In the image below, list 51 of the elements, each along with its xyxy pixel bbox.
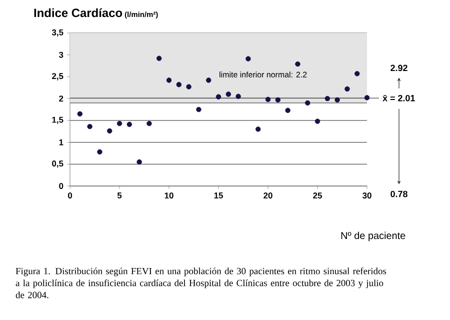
point — [196, 106, 202, 112]
y-tick-label: 1,5 — [52, 116, 64, 124]
y-tick-label: 1 — [59, 139, 64, 146]
point — [364, 95, 370, 100]
point — [126, 122, 132, 127]
point — [295, 61, 300, 67]
point — [236, 94, 241, 99]
point — [265, 96, 271, 102]
y-tick-label: 2 — [59, 96, 64, 102]
y-tick-label: 2,5 — [52, 73, 64, 80]
point — [206, 78, 212, 83]
point — [146, 120, 152, 126]
x-tick-label: 15 — [214, 192, 223, 198]
point — [87, 124, 92, 130]
point — [77, 111, 83, 116]
point — [354, 71, 360, 76]
x-tick-label: 25 — [313, 192, 322, 199]
point — [305, 100, 310, 106]
point — [176, 82, 182, 88]
point — [166, 78, 172, 83]
point — [256, 126, 261, 132]
point — [324, 96, 330, 102]
text: Figura 1. Distribución según FEVI en una población de 30 pacientes en ritmo sinusal referidos a la policlínica de insuficiencia cardíaca del Hospital de Clínicas entre octubre de 2003 y julio de 2004. — [16, 268, 386, 298]
point — [246, 56, 251, 62]
x-tick-label: 30 — [362, 192, 372, 199]
y-tick-label: 0 — [59, 183, 64, 189]
x-tick-label: 5 — [117, 192, 122, 198]
point — [136, 159, 142, 165]
point — [275, 97, 281, 102]
ref-line-label: x̄ = 2.01 — [382, 94, 415, 102]
y-tick-label: 3,5 — [52, 29, 64, 37]
point — [226, 92, 232, 97]
point — [216, 94, 222, 100]
x-tick-label: 0 — [68, 192, 72, 199]
point — [156, 56, 162, 61]
point — [107, 128, 112, 134]
point — [344, 86, 350, 92]
point — [186, 84, 192, 90]
point — [314, 118, 320, 124]
point — [285, 108, 290, 113]
point — [116, 120, 122, 126]
text: 2.92 — [390, 64, 408, 72]
y-tick-label: 0,5 — [52, 160, 64, 168]
x-tick-label: 20 — [264, 192, 272, 199]
point — [334, 97, 340, 102]
y-tick-label: 3 — [58, 52, 64, 58]
x-tick-label: 10 — [164, 192, 174, 199]
chart-title: Indice Cardíaco — [34, 8, 122, 18]
x-axis-title: Nº de paciente — [341, 232, 406, 242]
text: 0.78 — [390, 190, 408, 198]
point — [97, 149, 102, 154]
